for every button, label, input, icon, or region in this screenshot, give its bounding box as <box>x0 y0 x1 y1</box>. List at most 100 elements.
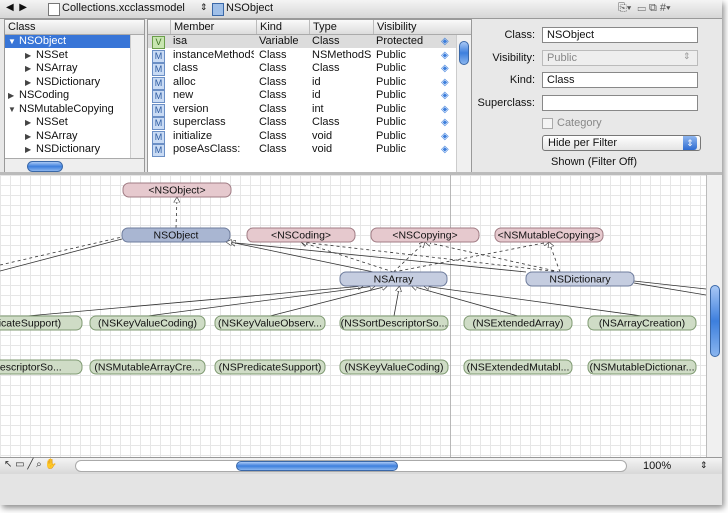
splitter[interactable] <box>0 172 722 175</box>
node-label: <NSMutableCopying> <box>498 230 601 242</box>
diagram-node[interactable] <box>122 182 232 198</box>
diagram-node[interactable] <box>525 271 635 287</box>
node-label: <NSCoding> <box>271 230 331 242</box>
member-cell: void <box>312 143 333 155</box>
column-headers: Member Kind Type Visibility <box>148 20 471 35</box>
inheritance-edge <box>301 242 394 273</box>
node-label: (NSExtendedArray) <box>472 318 563 330</box>
scroll-thumb[interactable] <box>710 285 720 357</box>
popup-arrow: ⇕ <box>700 460 708 470</box>
node-label: NSArray <box>374 274 414 286</box>
scrollbar <box>456 35 471 173</box>
window-bottom <box>0 474 722 505</box>
superclass-field[interactable] <box>542 95 698 111</box>
member-cell: Class <box>312 62 340 74</box>
member-action[interactable]: ◈ <box>441 130 449 142</box>
member-cell: Class <box>312 116 340 128</box>
diagram-node[interactable] <box>89 359 206 375</box>
class-diagram: <NSObject> NSObject <NSCoding> <NSCopying> <… <box>0 175 706 457</box>
inheritance-edge <box>424 286 643 317</box>
diagram-node[interactable] <box>370 227 480 243</box>
disclosure-triangle[interactable]: ▶ <box>25 145 32 154</box>
disclosure-triangle[interactable]: ▶ <box>25 131 32 141</box>
diagram-node[interactable] <box>463 315 573 331</box>
node-label: dicateSupport) <box>0 318 61 330</box>
tool-buttons[interactable]: ↖ ▭ ╱ ⌕ ✋ <box>4 459 58 470</box>
scroll-thumb[interactable] <box>27 161 63 172</box>
member-icon: M <box>152 90 165 103</box>
column-header: Type <box>309 20 373 34</box>
column-header: Class <box>5 20 144 35</box>
diagram-node[interactable] <box>0 359 83 375</box>
diagram-node[interactable] <box>494 227 604 243</box>
member-cell: poseAsClass: <box>173 143 241 155</box>
diagram-node[interactable] <box>587 315 697 331</box>
diagram-node[interactable] <box>246 227 356 243</box>
diagram-node[interactable] <box>0 315 83 331</box>
diagram-node[interactable] <box>214 359 326 375</box>
node-label: (NSKeyValueCoding) <box>98 318 197 330</box>
member-action[interactable]: ◈ <box>441 103 449 115</box>
node-label: (NSKeyValueCoding) <box>344 362 443 374</box>
member-action[interactable]: ◈ <box>441 117 449 128</box>
label: Class: <box>504 29 535 41</box>
disclosure-triangle[interactable]: ▶ <box>25 77 32 87</box>
window: ◀ ▶ Collections.xcclassmodel ⇕ NSObject … <box>0 0 722 505</box>
member-cell: Class <box>259 89 287 101</box>
tree-label: NSArray <box>36 62 78 74</box>
member-cell: NSMethodSi <box>312 48 371 61</box>
member-cell: Public <box>376 143 406 155</box>
diagram-canvas: <NSObject> NSObject <NSCoding> <NSCopying> <… <box>0 182 706 375</box>
popup-arrow: ⇕ <box>683 136 697 150</box>
tree-label: NSObject <box>19 35 67 47</box>
member-action[interactable]: ◈ <box>441 36 449 47</box>
disclosure-triangle[interactable]: ▼ <box>8 104 16 114</box>
diagram-node[interactable] <box>339 271 448 287</box>
toolbar-buttons[interactable]: ⎘▾ ▭ ⧉ #▾ <box>618 2 671 14</box>
tree-row: ▶ NSDictionary <box>5 76 130 89</box>
disclosure-triangle[interactable]: ▼ <box>8 37 16 46</box>
zoom-popup[interactable]: 100% <box>643 460 672 472</box>
tree-label: NSSet <box>36 116 68 128</box>
nav-arrows[interactable]: ◀ ▶ <box>6 2 27 13</box>
disclosure-triangle[interactable]: ▶ <box>25 118 32 127</box>
scroll-thumb[interactable] <box>236 461 398 471</box>
member-cell: void <box>312 129 333 142</box>
member-cell: Class <box>259 129 287 142</box>
filter-status: Shown (Filter Off) <box>551 156 637 168</box>
node-label: (NSMutableArrayCre... <box>94 362 200 374</box>
kind-field[interactable]: Class <box>542 72 698 88</box>
member-action[interactable]: ◈ <box>441 144 449 155</box>
member-action[interactable]: ◈ <box>441 90 449 101</box>
disclosure-triangle[interactable]: ▶ <box>25 50 32 60</box>
visibility-popup[interactable]: Public <box>542 50 698 66</box>
node-label: (NSArrayCreation) <box>599 318 685 330</box>
diagram-node[interactable] <box>339 359 449 375</box>
diagram-node[interactable] <box>463 359 573 375</box>
member-action[interactable]: ◈ <box>441 63 449 74</box>
disclosure-triangle[interactable]: ▶ <box>25 64 32 73</box>
checkbox[interactable] <box>542 118 553 129</box>
file-popup[interactable]: Collections.xcclassmodel <box>62 2 185 14</box>
tree-row: ▶ NSSet <box>5 49 130 62</box>
disclosure-triangle[interactable]: ▶ <box>8 91 15 100</box>
diagram-node[interactable] <box>89 315 206 331</box>
class-field[interactable]: NSObject <box>542 27 698 43</box>
member-action[interactable]: ◈ <box>441 76 449 88</box>
member-action[interactable]: ◈ <box>441 49 449 61</box>
diagram-node[interactable] <box>214 315 326 331</box>
scrollbar <box>5 158 144 173</box>
class-popup[interactable]: NSObject <box>226 2 274 14</box>
diagram-node[interactable] <box>339 315 449 331</box>
member-cell: Class <box>259 102 287 115</box>
scroll-thumb[interactable] <box>459 41 469 65</box>
diagram-node[interactable] <box>121 227 231 243</box>
filter-popup[interactable]: Hide per Filter <box>542 135 701 151</box>
diagram-node[interactable] <box>587 359 697 375</box>
tree-label: NSSet <box>36 48 68 61</box>
node-label: (NSPredicateSupport) <box>219 362 322 374</box>
member-cell: Variable <box>259 35 299 47</box>
